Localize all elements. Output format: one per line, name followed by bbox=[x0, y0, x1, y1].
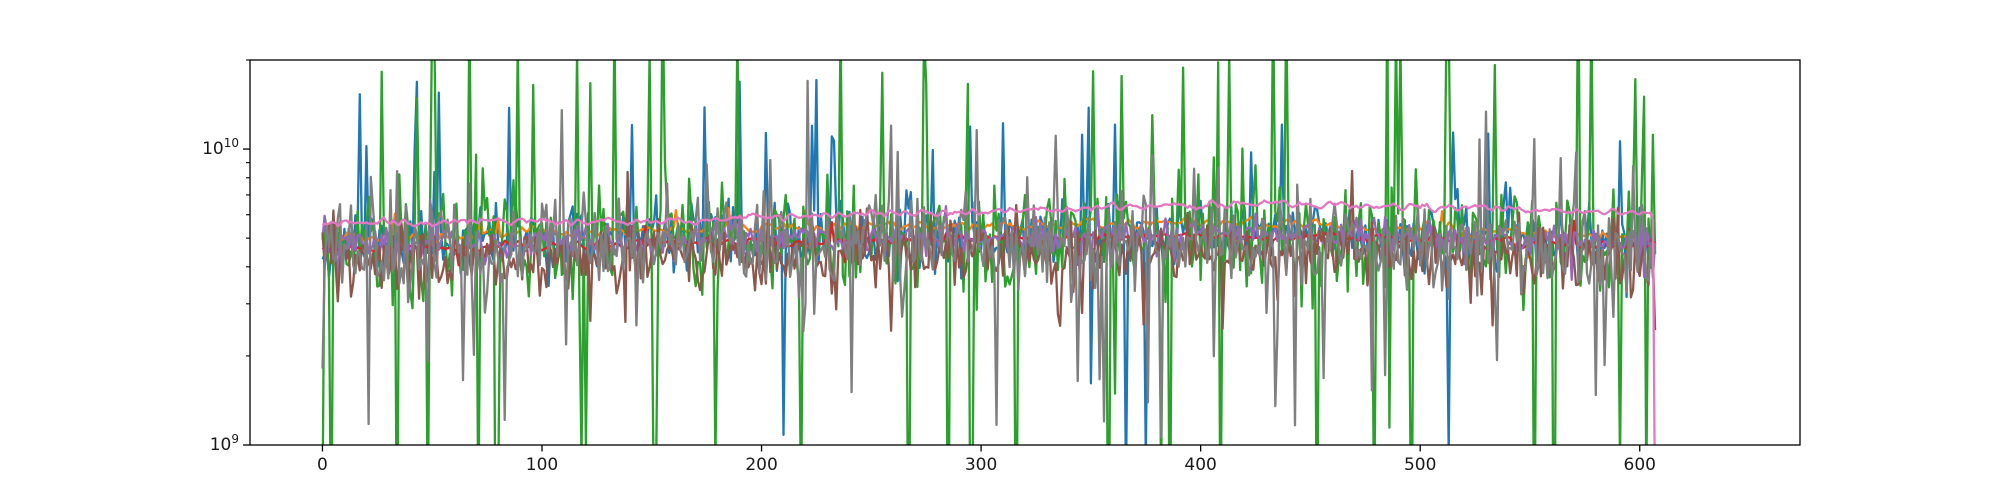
x-axis-tick-label: 100 bbox=[526, 455, 558, 475]
series-pink bbox=[321, 198, 1656, 445]
y-axis-tick-label: 109 bbox=[210, 432, 239, 455]
x-axis-tick-label: 300 bbox=[965, 455, 997, 475]
y-axis-tick-label: 1010 bbox=[202, 136, 239, 159]
plot-area bbox=[321, 60, 1657, 445]
axes-spines bbox=[249, 59, 1801, 446]
x-axis-tick-label: 200 bbox=[745, 455, 777, 475]
series-gray bbox=[321, 79, 1657, 439]
x-axis-tick-label: 0 bbox=[317, 455, 328, 475]
x-axis-tick-label: 500 bbox=[1404, 455, 1436, 475]
series-blue bbox=[321, 78, 1657, 445]
x-axis-tick-label: 400 bbox=[1184, 455, 1216, 475]
series-brown bbox=[321, 169, 1657, 332]
x-axis-tick-label: 600 bbox=[1624, 455, 1656, 475]
